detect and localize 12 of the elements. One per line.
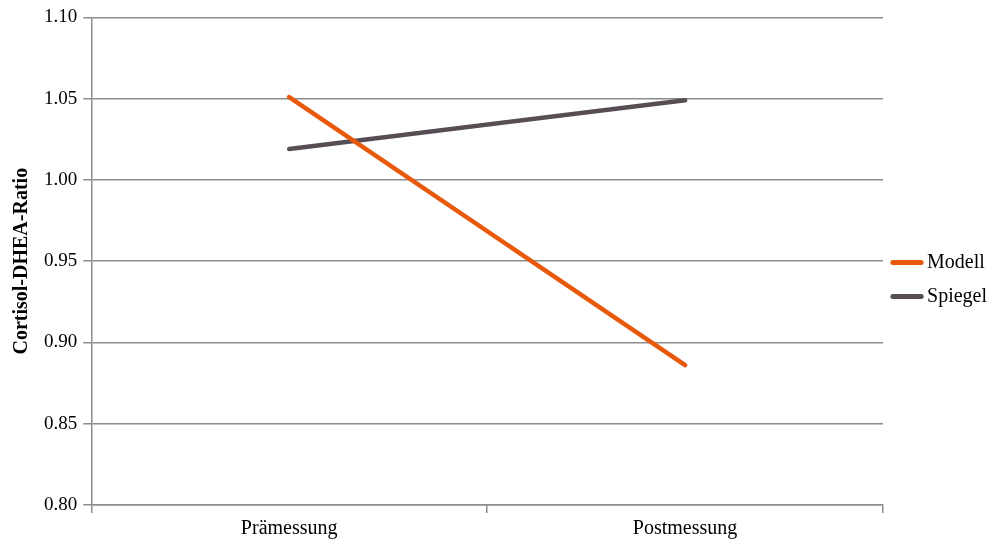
y-axis-title: Cortisol-DHEA-Ratio — [9, 167, 32, 355]
y-tick-label: 0.90 — [44, 330, 78, 352]
y-tick-label: 1.05 — [44, 86, 78, 108]
y-tick-label: 1.00 — [44, 167, 78, 189]
y-tick-label: 0.95 — [44, 249, 78, 271]
y-tick-label: 0.80 — [44, 492, 78, 514]
y-tick-label: 1.10 — [44, 5, 78, 27]
legend-label: Spiegel — [927, 283, 988, 307]
y-tick-label: 0.85 — [44, 411, 78, 433]
x-tick-label: Prämessung — [240, 516, 338, 540]
legend-label: Modell — [927, 249, 986, 272]
x-tick-label: Postmessung — [632, 516, 738, 540]
